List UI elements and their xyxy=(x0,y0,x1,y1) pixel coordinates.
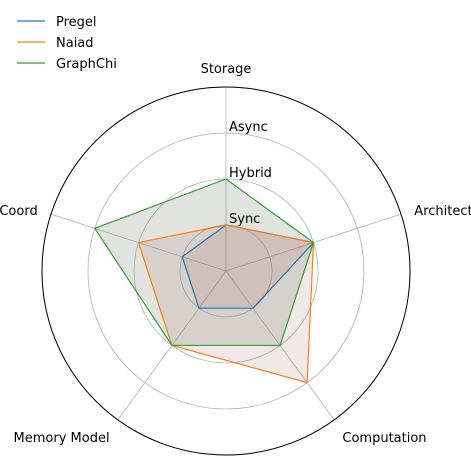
axis-label-0: Storage xyxy=(201,62,252,77)
series-lines xyxy=(94,178,315,384)
legend: Pregel Naiad GraphChi xyxy=(17,15,117,72)
series-fill-naiad xyxy=(138,225,314,383)
series-fill-graphchi xyxy=(94,179,314,346)
series-fill-overlay-graphchi xyxy=(94,179,314,346)
legend-label-naiad: Naiad xyxy=(56,36,94,51)
ring-labels: Sync Hybrid Async xyxy=(229,120,272,227)
axis-label-3: Memory Model xyxy=(14,431,110,446)
ring-label-2: Hybrid xyxy=(229,166,272,181)
series-line-naiad xyxy=(137,224,315,384)
ring-label-1: Sync xyxy=(229,212,260,227)
legend-label-graphchi: GraphChi xyxy=(56,57,117,72)
legend-label-pregel: Pregel xyxy=(56,15,97,30)
ring-label-3: Async xyxy=(229,120,268,135)
series-fills xyxy=(94,179,314,383)
outer-frame xyxy=(41,86,411,456)
series-line-graphchi xyxy=(94,178,315,347)
axis-label-2: Computation xyxy=(342,431,426,446)
axis-label-4: Coord xyxy=(0,204,38,219)
axis-label-1: Architecture xyxy=(414,204,471,219)
axis-labels: Storage Architecture Computation Memory Mod… xyxy=(0,62,471,446)
series-fill-pregel xyxy=(182,225,314,309)
